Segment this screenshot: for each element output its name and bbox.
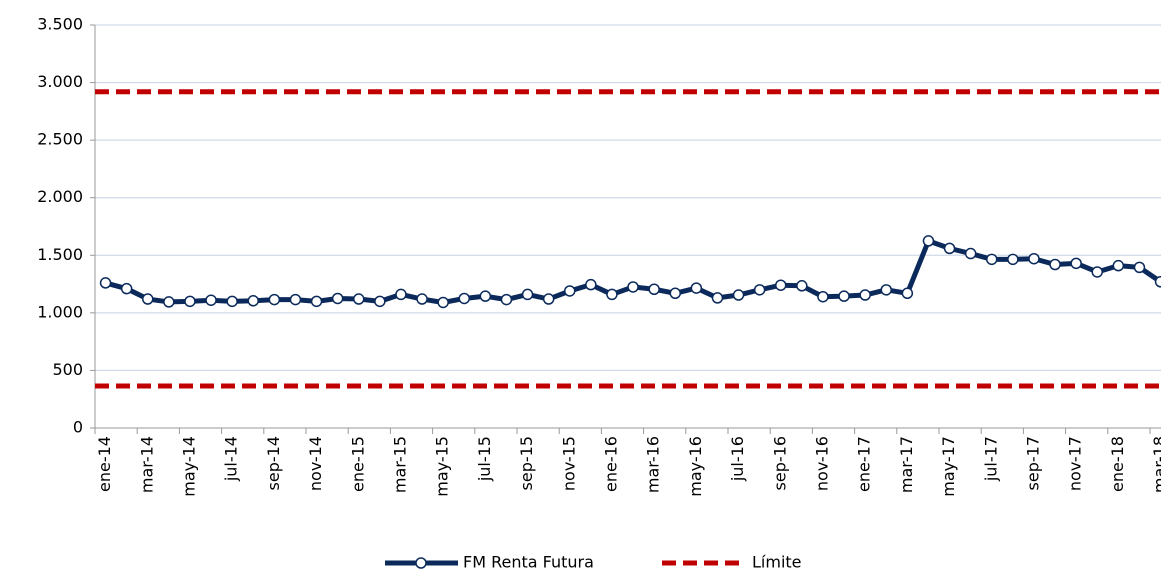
x-tick-label: sep-17 — [1023, 436, 1042, 490]
point — [226, 295, 238, 308]
point — [205, 294, 217, 306]
point — [690, 282, 703, 294]
x-tick-label: may-16 — [686, 436, 705, 497]
point — [648, 283, 660, 296]
point — [986, 253, 998, 266]
y-tick-label: 0 — [73, 418, 83, 437]
legend-label: Límite — [752, 553, 802, 572]
point — [964, 247, 977, 260]
x-tick-label: sep-16 — [770, 436, 789, 490]
y-tick-label: 500 — [52, 360, 83, 379]
point — [120, 282, 133, 295]
y-tick-label: 3.500 — [37, 15, 83, 34]
x-tick-label: mar-16 — [644, 436, 663, 493]
x-tick-label: nov-16 — [812, 436, 831, 491]
point — [416, 293, 428, 305]
point — [542, 293, 555, 305]
x-tick-label: ene-16 — [601, 436, 620, 492]
point — [395, 288, 407, 301]
point — [880, 284, 892, 296]
x-tick-label: jul-17 — [981, 436, 1000, 482]
point — [142, 293, 154, 305]
point — [838, 290, 850, 302]
y-tick-label: 2.500 — [37, 130, 83, 149]
x-tick-label: jul-14 — [222, 436, 241, 482]
point — [163, 296, 175, 308]
point — [564, 285, 576, 297]
point — [775, 279, 787, 291]
point — [521, 288, 534, 301]
x-tick-label: nov-17 — [1066, 436, 1085, 491]
point — [479, 290, 492, 302]
point — [1007, 253, 1019, 266]
x-tick-label: mar-18 — [1150, 436, 1161, 493]
x-tick-label: ene-14 — [95, 436, 114, 492]
point — [437, 296, 449, 309]
point — [753, 284, 766, 296]
point — [1154, 276, 1161, 288]
x-tick-label: ene-15 — [348, 436, 367, 492]
x-tick-label: ene-17 — [855, 436, 874, 492]
x-tick-label: mar-17 — [897, 436, 916, 493]
point — [1049, 258, 1061, 271]
point — [901, 287, 914, 300]
x-tick-label: may-17 — [939, 436, 958, 497]
point — [184, 295, 196, 308]
point — [1112, 259, 1125, 272]
x-tick-label: sep-15 — [517, 436, 536, 490]
point — [817, 290, 829, 303]
x-tick-label: jul-16 — [728, 436, 747, 482]
point — [585, 278, 597, 291]
x-tick-label: mar-14 — [137, 436, 156, 493]
point — [331, 292, 344, 305]
point — [500, 293, 513, 306]
point — [99, 277, 112, 289]
x-tick-label: nov-15 — [559, 436, 578, 491]
y-tick-label: 1.500 — [37, 245, 83, 264]
point — [374, 295, 386, 308]
point — [1028, 252, 1040, 265]
point — [310, 295, 323, 308]
point — [711, 292, 724, 304]
legend-marker — [415, 557, 427, 569]
point — [943, 242, 956, 255]
point — [732, 289, 745, 301]
point — [606, 288, 618, 301]
series-line — [104, 238, 1161, 305]
y-tick-label: 2.000 — [37, 187, 83, 206]
y-tick-label: 3.000 — [37, 72, 83, 91]
point — [458, 292, 470, 305]
point — [859, 289, 871, 301]
point — [268, 293, 281, 306]
point — [922, 235, 935, 247]
legend-label: FM Renta Futura — [463, 553, 594, 572]
x-tick-label: sep-14 — [264, 436, 283, 490]
point — [353, 293, 365, 305]
x-tick-label: nov-14 — [306, 436, 325, 491]
x-tick-label: may-15 — [433, 436, 452, 497]
point — [289, 293, 302, 306]
point — [1133, 261, 1146, 274]
point — [627, 281, 639, 293]
x-tick-label: jul-15 — [475, 436, 494, 482]
point — [1091, 266, 1103, 278]
y-tick-label: 1.000 — [37, 302, 83, 321]
point — [1070, 257, 1082, 270]
x-tick-label: mar-15 — [390, 436, 409, 493]
point — [247, 295, 259, 307]
x-tick-label: may-14 — [179, 436, 198, 497]
point — [796, 280, 808, 292]
x-tick-label: ene-18 — [1108, 436, 1127, 492]
point — [669, 287, 681, 300]
